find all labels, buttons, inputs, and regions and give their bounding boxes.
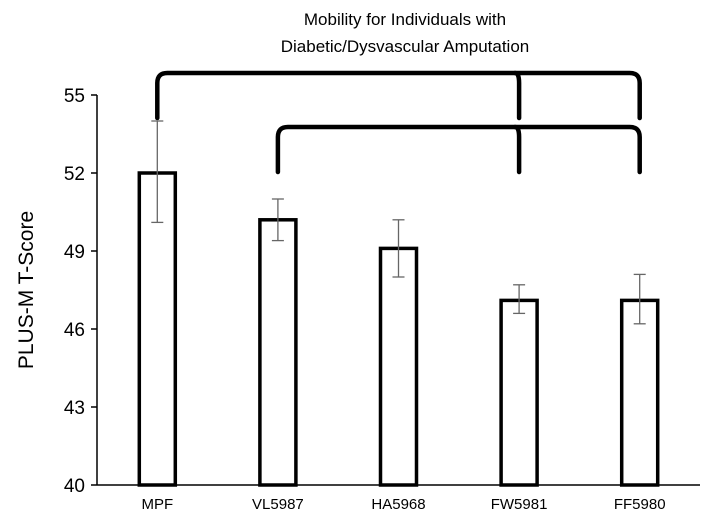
significance-bracket-drop — [512, 124, 522, 175]
y-tick-label: 49 — [64, 242, 85, 263]
y-tick-label: 40 — [64, 476, 85, 497]
significance-bracket-drop — [512, 70, 522, 121]
chart-title-line-1: Mobility for Individuals with — [304, 10, 506, 29]
significance-bracket — [275, 124, 642, 175]
chart-title-line-2: Diabetic/Dysvascular Amputation — [281, 37, 530, 56]
y-tick-label: 46 — [64, 320, 85, 341]
x-tick-label: HA5968 — [371, 496, 425, 513]
x-tick-label: FW5981 — [491, 496, 548, 513]
y-axis-label: PLUS-M T-Score — [15, 211, 38, 369]
bar-vl5987 — [258, 218, 298, 487]
bar-ha5968 — [378, 246, 419, 487]
bar-fw5981 — [499, 298, 539, 487]
x-tick-label: VL5987 — [252, 496, 304, 513]
bar-ff5980 — [619, 298, 660, 487]
x-tick-label: FF5980 — [614, 496, 666, 513]
bar-mpf — [137, 171, 178, 487]
y-tick-label: 43 — [64, 398, 85, 419]
y-tick-label: 52 — [64, 164, 85, 185]
significance-bracket — [155, 70, 642, 121]
x-tick-label: MPF — [141, 496, 173, 513]
y-tick-label: 55 — [64, 86, 85, 107]
